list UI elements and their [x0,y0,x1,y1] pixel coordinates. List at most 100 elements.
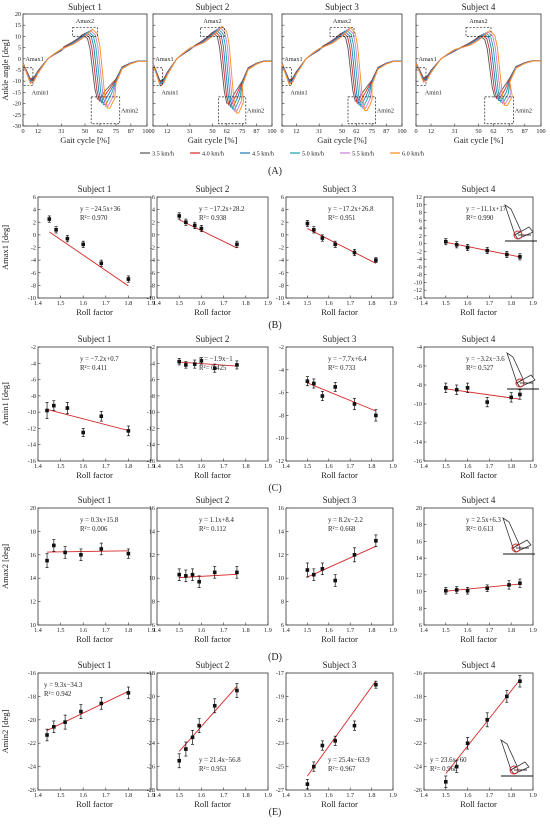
r-squared: R²= 0.970 [80,215,108,222]
regression-equation: y = 1.1x+8.4 [199,517,234,524]
plot-frame [156,507,269,626]
x-tick-label: 1.8 [125,627,133,634]
y-tick-label: -2 [31,245,36,252]
x-tick-label: 1.5 [442,627,450,634]
panel-title: Subject 3 [325,2,359,12]
y-tick-label: -22 [414,740,422,747]
x-tick-label: 1.9 [264,627,272,634]
panel-title: Subject 2 [196,660,230,670]
x-axis-label: Roll factor [76,470,113,480]
y-tick-label: 14 [416,555,422,562]
x-tick-label: 1.4 [34,627,42,634]
data-point [235,363,239,367]
y-tick-label: 10 [416,202,422,209]
x-tick-label: 1.9 [147,627,155,634]
x-tick-label: 1.4 [34,300,42,307]
data-point [99,414,104,419]
x-axis-label: Roll factor [460,634,497,644]
data-point [192,223,197,228]
scatter-panel-3: Subject 3 1.4 1.5 1.6 1.7 1.8 1.9 -27 -25 -23 -21 -… [276,660,397,809]
x-tick-label: 1.9 [529,627,537,634]
y-tick-label: 16 [278,505,284,512]
y-tick-label: -16 [28,670,36,677]
dashed-box [329,27,355,37]
panel-title: Subject 3 [323,660,357,670]
y-tick-label: 2 [419,233,422,240]
x-tick-label: 1.5 [175,627,183,634]
y-tick-label: -8 [417,382,422,389]
x-axis-label: Roll factor [194,307,231,317]
y-tick-label: -14 [147,442,155,449]
scatter-panel-3: Subject 3 1.4 1.5 1.6 1.7 1.8 1.9 6 8 10 12 14 16 y =… [278,495,397,644]
x-tick-label: 0 [151,128,154,135]
regression-line [307,545,377,578]
y-tick-label: 12 [278,552,284,559]
regression-equation: y = −17.2x+28.2 [199,206,245,213]
scatter-panel-4: Subject 4 1.4 1.5 1.6 1.7 1.8 1.9 -16 -14 -12 -10 -… [414,334,537,480]
box-label: Amin1 [32,90,49,97]
x-axis-label: Gait cycle [%] [188,135,238,145]
data-point [305,568,310,572]
x-tick-label: 1.6 [79,463,87,470]
data-point [45,733,49,737]
x-tick-label: 1.7 [486,463,494,470]
plot-frame [285,672,394,791]
dashed-box [281,67,292,87]
data-point [305,221,310,226]
box-label: Amin2 [377,108,394,115]
y-tick-label: -12 [276,458,284,465]
data-point [518,255,522,259]
x-axis-label: Gait cycle [%] [60,135,110,145]
data-point [333,578,338,583]
x-axis-label: Roll factor [194,634,231,644]
box-label: Amin1 [161,90,178,97]
r-squared: R²= 0.411 [80,365,107,372]
y-tick-label: 10 [15,33,21,40]
y-axis-label: Amax1 [deg] [0,225,10,270]
y-tick-label: -2 [150,344,155,351]
data-point [465,386,470,390]
x-tick-label: 87 [253,128,259,135]
y-tick-label: 20 [15,11,21,18]
x-axis-label: Roll factor [194,470,231,480]
y-tick-label: -12 [28,425,36,432]
y-tick-label: -20 [28,717,36,724]
data-point [485,718,490,722]
data-point [177,572,181,577]
box-label: Amax1 [155,56,173,63]
x-tick-label: 1.6 [464,463,472,470]
data-point [333,739,338,743]
dashed-box [484,96,514,125]
y-tick-label: -22 [28,740,36,747]
foot-shape [514,226,534,240]
box-label: Amax2 [333,18,351,25]
r-squared: R²= 0.968 [430,766,458,773]
box-label: Amin1 [290,90,307,97]
y-tick-label: 8 [419,605,422,612]
r-squared: R²= 0.668 [328,526,356,533]
y-tick-label: -4 [417,344,422,351]
data-point [79,709,83,714]
regression-equation: y = −1.9x−1 [199,356,233,363]
x-tick-label: 1.8 [125,300,133,307]
x-tick-label: 31 [316,128,322,135]
data-point [305,379,310,383]
legend: 3.5 km/h 4.0 km/h 4.5 km/h 5.0 km/h 5.5 km/h… [140,151,425,158]
y-tick-label: -10 [28,409,36,416]
y-tick-label: 14 [278,528,284,535]
y-tick-label: 0 [152,232,155,239]
x-tick-label: 100 [397,128,406,135]
x-tick-label: 1.5 [57,627,65,634]
panel-title: Subject 4 [462,2,496,12]
panel-title: Subject 2 [196,495,230,505]
y-tick-label: -6 [150,270,155,277]
data-point [65,406,70,410]
legend-label: 6.0 km/h [402,151,425,158]
regression-line [307,228,377,264]
regression-equation: y = −17.2x+26.8 [328,206,374,213]
x-tick-label: 1.6 [464,627,472,634]
regression-equation: y = −7.7x+6.4 [328,356,367,363]
plot-frame [156,672,269,791]
x-tick-label: 1.6 [79,792,87,799]
panel-label: (E) [269,807,282,818]
